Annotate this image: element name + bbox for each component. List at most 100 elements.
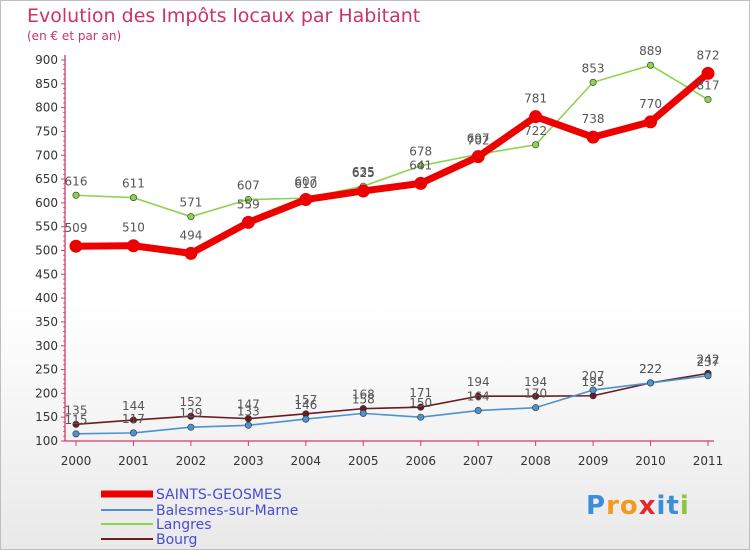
data-label: 194: [524, 375, 547, 389]
y-tick-label: 100: [35, 434, 58, 448]
legend-label: Langres: [156, 517, 212, 533]
data-point: [529, 110, 543, 124]
data-point: [72, 430, 80, 438]
data-label: 817: [697, 79, 720, 93]
series-points: [69, 61, 715, 438]
proxiti-logo: Proxiti: [586, 491, 690, 521]
data-label: 702: [467, 133, 490, 147]
data-point: [647, 61, 655, 69]
data-label: 135: [65, 403, 88, 417]
data-label: 168: [352, 388, 375, 402]
data-label: 158: [352, 392, 375, 406]
logo-letter: x: [638, 491, 657, 521]
data-label: 770: [639, 97, 662, 111]
x-tick-label: 2006: [405, 454, 436, 468]
data-point: [184, 246, 198, 260]
data-point: [471, 150, 485, 164]
y-tick-label: 250: [35, 363, 58, 377]
data-point: [532, 404, 540, 412]
data-point: [532, 392, 540, 400]
y-tick-label: 800: [35, 101, 58, 115]
data-label: 144: [122, 399, 145, 413]
data-label: 616: [65, 174, 88, 188]
data-point: [474, 407, 482, 415]
y-tick-label: 750: [35, 124, 58, 138]
data-label: 171: [409, 386, 432, 400]
data-label: 625: [352, 166, 375, 180]
data-label: 607: [294, 175, 317, 189]
data-point: [299, 193, 313, 207]
x-tick-label: 2002: [176, 454, 207, 468]
series-line-0: [72, 69, 712, 257]
x-tick-label: 2011: [693, 454, 724, 468]
data-point: [356, 184, 370, 198]
legend-label: Bourg: [156, 532, 197, 548]
data-label: 170: [524, 387, 547, 401]
data-point: [187, 412, 195, 420]
data-label: 610: [294, 177, 317, 191]
data-label: 222: [639, 362, 662, 376]
y-tick-label: 400: [35, 291, 58, 305]
data-point: [589, 78, 597, 86]
data-label: 237: [697, 355, 720, 369]
data-point: [129, 194, 137, 202]
data-point: [129, 429, 137, 437]
data-label: 607: [237, 179, 260, 193]
x-tick-label: 2000: [61, 454, 92, 468]
data-label: 207: [582, 369, 605, 383]
data-label: 722: [524, 124, 547, 138]
data-label: 781: [524, 92, 547, 106]
legend-label: SAINTS-GEOSMES: [156, 487, 282, 503]
data-point: [647, 379, 655, 387]
x-tick-label: 2007: [463, 454, 494, 468]
data-label: 164: [467, 390, 490, 404]
data-label: 872: [697, 48, 720, 62]
y-tick-label: 350: [35, 315, 58, 329]
data-point: [302, 415, 310, 423]
logo-letter: r: [606, 491, 620, 521]
data-point: [586, 130, 600, 144]
data-label: 510: [122, 221, 145, 235]
chart-title: Evolution des Impôts locaux par Habitant: [27, 5, 421, 27]
data-point: [704, 372, 712, 380]
data-label: 678: [409, 145, 432, 159]
series-line-3: [75, 372, 709, 426]
x-tick-label: 2001: [118, 454, 149, 468]
y-tick-label: 850: [35, 77, 58, 91]
axes: 100 150 200 250 300 350 400 450 500 550 600 650 700 7…: [35, 53, 723, 468]
data-point: [129, 416, 137, 424]
data-label: 157: [294, 393, 317, 407]
data-point: [187, 213, 195, 221]
data-label: 494: [179, 228, 202, 242]
data-point: [69, 239, 83, 253]
data-label: 697: [467, 132, 490, 146]
y-tick-label: 450: [35, 267, 58, 281]
data-point: [72, 420, 80, 428]
data-label: 117: [122, 412, 145, 426]
chart-subtitle: (en € et par an): [27, 29, 122, 43]
y-tick-label: 550: [35, 220, 58, 234]
y-tick-label: 300: [35, 339, 58, 353]
data-point: [414, 176, 428, 190]
series-lines: [72, 64, 712, 435]
logo-letter: i: [679, 491, 690, 521]
data-point: [187, 423, 195, 431]
data-point: [359, 409, 367, 417]
y-tick-label: 700: [35, 148, 58, 162]
series-line-2: [75, 64, 709, 218]
logo-letter: t: [666, 491, 680, 521]
data-label: 611: [122, 177, 145, 191]
x-tick-label: 2009: [578, 454, 609, 468]
logo-letter: i: [656, 491, 667, 521]
data-point: [417, 403, 425, 411]
data-label: 133: [237, 404, 260, 418]
data-point: [417, 413, 425, 421]
data-label: 889: [639, 44, 662, 58]
data-label: 738: [582, 112, 605, 126]
x-tick-label: 2005: [348, 454, 379, 468]
data-point: [704, 96, 712, 104]
data-point: [126, 239, 140, 253]
data-point: [417, 162, 425, 170]
